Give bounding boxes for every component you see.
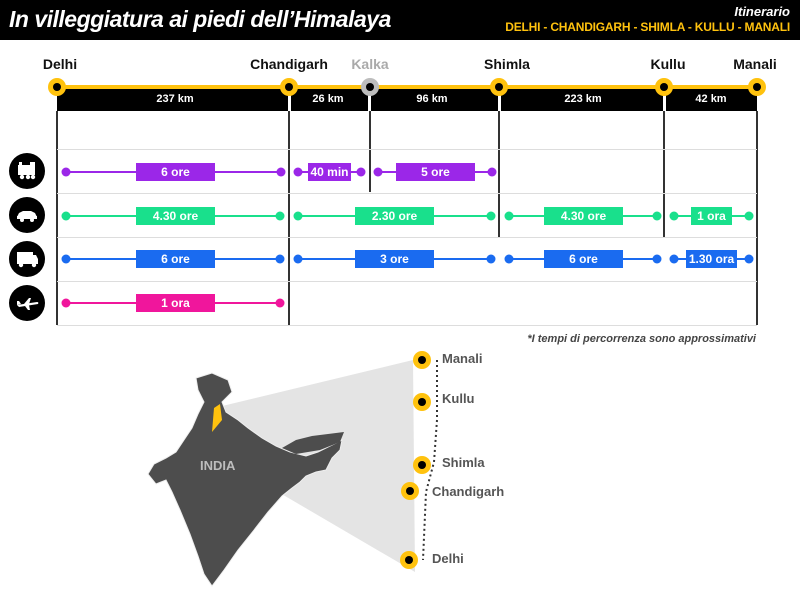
distance-bar (501, 89, 663, 111)
map-stop-chandigarh (401, 482, 419, 500)
plane-icon (9, 285, 45, 321)
stop-line (56, 111, 58, 325)
stop-line (288, 111, 290, 325)
stop-line (756, 111, 758, 325)
segment-endpoint (652, 211, 662, 221)
car-icon (9, 197, 45, 233)
bus-icon (9, 241, 45, 277)
page-title: In villeggiatura ai piedi dell’Himalaya (9, 6, 391, 32)
distance-bar (291, 89, 368, 111)
segment-endpoint (275, 254, 285, 264)
segment-endpoint (275, 298, 285, 308)
segment-duration-label: 3 ore (355, 250, 434, 268)
distance-label: 223 km (564, 93, 602, 105)
map-stop-shimla (413, 456, 431, 474)
stop-dot-chandigarh (280, 78, 298, 96)
segment-endpoint (487, 167, 497, 177)
segment-endpoint (61, 254, 71, 264)
map-stop-delhi (400, 551, 418, 569)
himalaya-highlight (212, 404, 222, 432)
map-label-shimla: Shimla (442, 455, 485, 470)
segment-duration-label: 6 ore (136, 250, 215, 268)
segment-endpoint (669, 254, 679, 264)
stop-dot-delhi (48, 78, 66, 96)
distance-label: 237 km (156, 93, 194, 105)
segment-duration-label: 6 ore (136, 163, 215, 181)
grid-rule (57, 193, 757, 194)
segment-endpoint (293, 167, 303, 177)
segment-endpoint (373, 167, 383, 177)
stop-dot-kalka (361, 78, 379, 96)
segment-endpoint (293, 211, 303, 221)
segment-duration-label: 4.30 ore (136, 207, 215, 225)
segment-endpoint (744, 211, 754, 221)
segment-endpoint (744, 254, 754, 264)
itinerary-route: DELHI - CHANDIGARH - SHIMLA - KULLU - MA… (505, 20, 790, 34)
stop-line (498, 111, 500, 237)
segment-duration-label: 40 min (308, 163, 351, 181)
stop-label-delhi: Delhi (42, 56, 78, 72)
segment-duration-label: 1 ora (136, 294, 215, 312)
train-icon (9, 153, 45, 189)
segment-endpoint (504, 211, 514, 221)
segment-duration-label: 6 ore (544, 250, 623, 268)
distance-bar (371, 89, 498, 111)
stop-label-manali: Manali (733, 56, 777, 72)
segment-duration-label: 1.30 ora (686, 250, 737, 268)
map-stop-manali (413, 351, 431, 369)
itinerary-label: Itinerario (734, 4, 790, 19)
map-stop-kullu (413, 393, 431, 411)
stop-label-kalka: Kalka (351, 56, 389, 72)
segment-duration-label: 5 ore (396, 163, 475, 181)
distance-label: 26 km (312, 93, 344, 105)
india-silhouette (147, 372, 343, 587)
segment-duration-label: 2.30 ore (355, 207, 434, 225)
stop-dot-manali (748, 78, 766, 96)
stop-line (369, 111, 371, 192)
segment-endpoint (356, 167, 366, 177)
distance-bar (57, 89, 288, 111)
segment-duration-label: 1 ora (691, 207, 732, 225)
map-label-delhi: Delhi (432, 551, 464, 566)
grid-rule (57, 237, 757, 238)
segment-endpoint (275, 211, 285, 221)
route-line (57, 85, 757, 89)
grid-rule (57, 149, 757, 150)
route-path (422, 360, 438, 561)
segment-duration-label: 4.30 ore (544, 207, 623, 225)
segment-endpoint (669, 211, 679, 221)
segment-endpoint (504, 254, 514, 264)
segment-endpoint (652, 254, 662, 264)
stop-line (663, 111, 665, 237)
stop-dot-shimla (490, 78, 508, 96)
distance-label: 96 km (416, 93, 448, 105)
country-label: INDIA (200, 458, 236, 473)
segment-endpoint (486, 254, 496, 264)
segment-endpoint (276, 167, 286, 177)
segment-endpoint (486, 211, 496, 221)
stop-label-chandigarh: Chandigarh (250, 56, 328, 72)
segment-endpoint (61, 298, 71, 308)
segment-endpoint (293, 254, 303, 264)
stop-label-kullu: Kullu (650, 56, 686, 72)
stop-label-shimla: Shimla (484, 56, 530, 72)
grid-rule (57, 325, 757, 326)
segment-endpoint (61, 167, 71, 177)
map-label-manali: Manali (442, 351, 483, 366)
stop-dot-kullu (655, 78, 673, 96)
distance-label: 42 km (695, 93, 727, 105)
northeast-region (282, 432, 344, 454)
footnote: *I tempi di percorrenza sono approssimat… (527, 333, 756, 345)
header-bar: In villeggiatura ai piedi dell’Himalaya … (0, 0, 800, 40)
grid-rule (57, 281, 757, 282)
distance-bar (666, 89, 757, 111)
segment-endpoint (61, 211, 71, 221)
map-label-kullu: Kullu (442, 391, 475, 406)
map-label-chandigarh: Chandigarh (432, 484, 505, 499)
